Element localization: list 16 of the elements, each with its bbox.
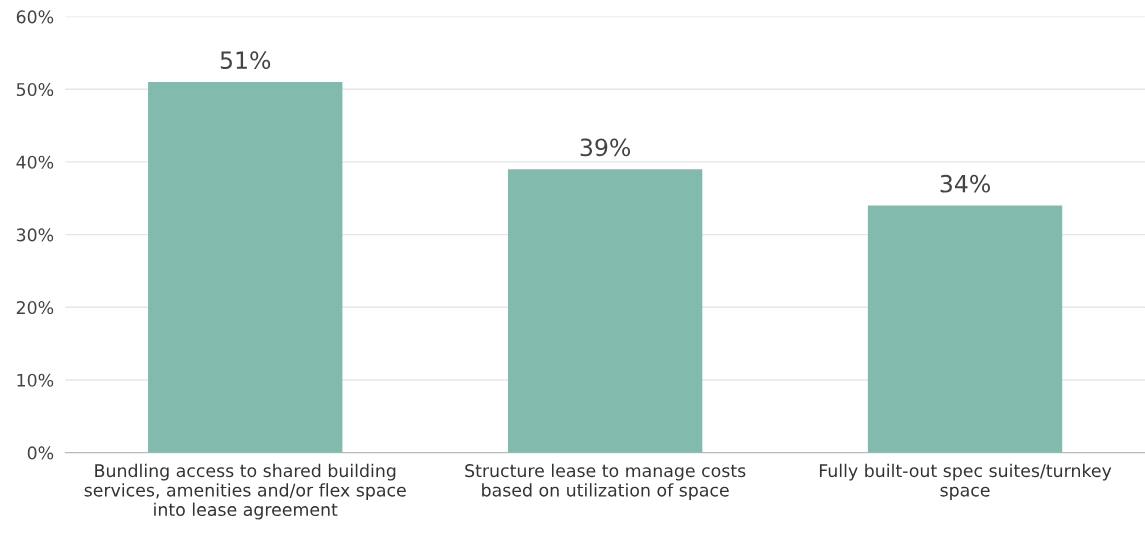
data-label: 39% (580, 138, 631, 157)
y-tick-label: 40% (16, 155, 54, 169)
data-label: 34% (940, 174, 990, 193)
x-tick-label: Bundling access to shared building services, amenities and/or flex space into lease agreement (84, 463, 406, 520)
data-label: 51% (220, 51, 271, 70)
x-tick-label: Structure lease to manage costs based on utilization of space (465, 463, 746, 500)
y-tick-label: 50% (16, 82, 54, 97)
bar (867, 205, 1063, 453)
y-tick-label: 10% (17, 373, 54, 387)
y-tick-label: 0% (27, 446, 54, 460)
y-tick-label: 20% (16, 300, 54, 315)
bar (507, 169, 703, 453)
x-tick-label: Fully built-out spec suites/turnkey space (819, 463, 1112, 500)
y-tick-label: 30% (16, 228, 54, 242)
y-tick-label: 60% (16, 10, 54, 24)
bar (148, 81, 343, 453)
